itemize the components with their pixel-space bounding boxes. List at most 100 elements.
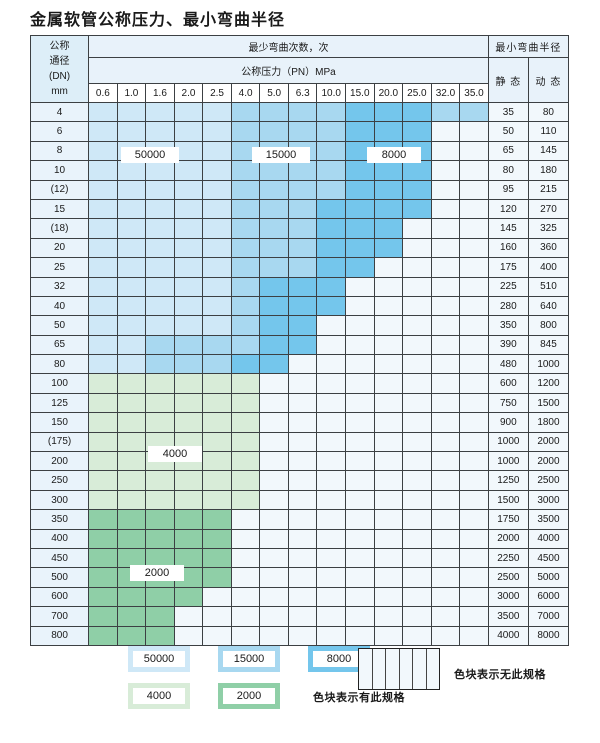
- cell-filled: [116, 218, 147, 239]
- cell-filled: [316, 198, 347, 220]
- row-dynamic-radius: 360: [527, 237, 570, 259]
- empty-cell-stripe: [373, 649, 386, 689]
- row-dynamic-radius: 4500: [527, 547, 570, 569]
- cell-filled: [230, 121, 261, 142]
- cell-filled: [402, 160, 432, 181]
- cell-empty: [259, 373, 289, 394]
- cell-empty: [373, 547, 404, 569]
- cell-empty: [373, 431, 404, 453]
- cell-empty: [345, 567, 375, 588]
- cell-empty: [287, 373, 318, 394]
- row-static-radius: 900: [487, 412, 529, 433]
- cell-filled: [287, 237, 318, 259]
- table-row: 700 3500 7000: [29, 606, 570, 627]
- cell-filled: [145, 412, 175, 433]
- row-dn-value: 6: [29, 121, 90, 142]
- cell-filled: [116, 179, 147, 200]
- cell-empty: [316, 509, 347, 530]
- cell-filled: [202, 392, 232, 414]
- cell-filled: [202, 257, 232, 278]
- cell-filled: [116, 295, 147, 317]
- row-dn-value: 150: [29, 412, 90, 433]
- cell-filled: [402, 198, 432, 220]
- callout-8000: 8000: [367, 147, 421, 163]
- legend-swatch-2000: 2000: [218, 683, 280, 709]
- cell-filled: [116, 198, 147, 220]
- page-title: 金属软管公称压力、最小弯曲半径: [30, 10, 286, 29]
- cell-empty: [373, 528, 404, 549]
- table-row: 4 35 80: [29, 101, 570, 123]
- cell-filled: [316, 140, 347, 162]
- row-dynamic-radius: 800: [527, 315, 570, 336]
- cell-filled: [88, 101, 118, 123]
- cell-filled: [202, 334, 232, 356]
- cell-empty: [402, 218, 432, 239]
- cell-empty: [402, 547, 432, 569]
- cell-filled: [430, 101, 461, 123]
- header-dn-line-1: 公称: [49, 41, 70, 52]
- cell-empty: [316, 489, 347, 511]
- table-row: 40 280 640: [29, 295, 570, 317]
- row-static-radius: 350: [487, 315, 529, 336]
- cell-empty: [459, 625, 489, 646]
- cell-filled: [88, 373, 118, 394]
- callout-4000: 4000: [148, 446, 202, 462]
- cell-filled: [145, 160, 175, 181]
- cell-empty: [430, 489, 461, 511]
- cell-empty: [402, 470, 432, 491]
- row-static-radius: 3500: [487, 606, 529, 627]
- table-row: 15 120 270: [29, 198, 570, 220]
- table-row: 100 600 1200: [29, 373, 570, 394]
- cell-filled: [173, 354, 204, 375]
- cell-filled: [402, 121, 432, 142]
- cell-filled: [116, 354, 147, 375]
- cell-filled: [259, 276, 289, 297]
- cell-filled: [230, 295, 261, 317]
- cell-filled: [88, 586, 118, 608]
- cell-empty: [402, 489, 432, 511]
- empty-cell-stripe: [427, 649, 440, 689]
- cell-empty: [173, 625, 204, 646]
- cell-filled: [230, 218, 261, 239]
- row-dynamic-radius: 145: [527, 140, 570, 162]
- cell-filled: [230, 451, 261, 472]
- table-row: 800 4000 8000: [29, 625, 570, 646]
- cell-empty: [287, 625, 318, 646]
- table-row: 200 1000 2000: [29, 451, 570, 472]
- cell-filled: [345, 218, 375, 239]
- row-static-radius: 1250: [487, 470, 529, 491]
- row-static-radius: 280: [487, 295, 529, 317]
- cell-filled: [116, 392, 147, 414]
- row-dn-value: 100: [29, 373, 90, 394]
- cell-empty: [402, 392, 432, 414]
- cell-filled: [287, 334, 318, 356]
- cell-filled: [88, 392, 118, 414]
- cell-filled: [88, 528, 118, 549]
- cell-empty: [459, 179, 489, 200]
- cell-filled: [88, 140, 118, 162]
- table-head: 公称 通径 (DN) mm 最少弯曲次数，次 最小弯曲半径 公称压力（PN）MP…: [29, 35, 570, 103]
- cell-filled: [145, 101, 175, 123]
- header-dn: 公称 通径 (DN) mm: [29, 35, 90, 103]
- cell-empty: [316, 431, 347, 453]
- cell-empty: [459, 547, 489, 569]
- row-dn-value: 250: [29, 470, 90, 491]
- cell-filled: [259, 257, 289, 278]
- cell-empty: [345, 412, 375, 433]
- legend-no-spec-note: 色块表示无此规格: [454, 669, 546, 681]
- cell-filled: [116, 451, 147, 472]
- cell-empty: [287, 392, 318, 414]
- cell-filled: [373, 101, 404, 123]
- cell-filled: [88, 451, 118, 472]
- header-pn-32-0: 32.0: [430, 83, 461, 103]
- header-min-radius: 最小弯曲半径: [487, 35, 570, 58]
- cell-empty: [430, 451, 461, 472]
- cell-empty: [430, 528, 461, 549]
- cell-filled: [345, 198, 375, 220]
- row-dynamic-radius: 1000: [527, 354, 570, 375]
- cell-filled: [88, 470, 118, 491]
- cell-empty: [373, 412, 404, 433]
- cell-filled: [316, 276, 347, 297]
- cell-filled: [116, 489, 147, 511]
- header-dn-line-3: (DN): [48, 71, 71, 82]
